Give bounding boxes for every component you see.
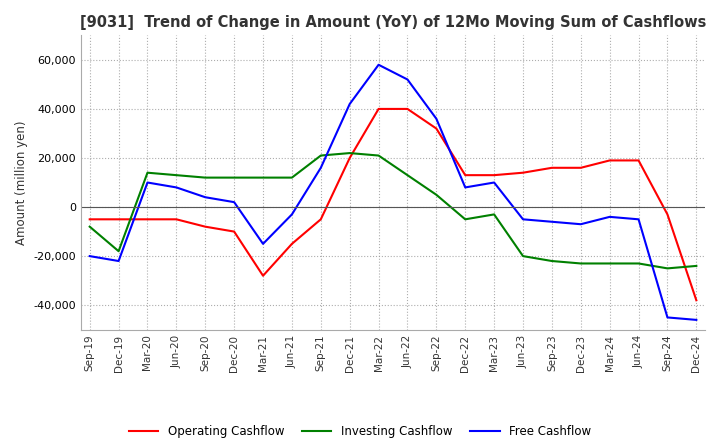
- Operating Cashflow: [374, 106, 383, 112]
- Free Cashflow: [258, 241, 267, 246]
- Investing Cashflow: [86, 224, 94, 229]
- Free Cashflow: [346, 101, 354, 106]
- Operating Cashflow: [114, 216, 123, 222]
- Free Cashflow: [634, 216, 643, 222]
- Y-axis label: Amount (million yen): Amount (million yen): [15, 120, 28, 245]
- Free Cashflow: [663, 315, 672, 320]
- Free Cashflow: [317, 165, 325, 170]
- Investing Cashflow: [230, 175, 238, 180]
- Investing Cashflow: [692, 263, 701, 268]
- Operating Cashflow: [606, 158, 614, 163]
- Free Cashflow: [518, 216, 527, 222]
- Operating Cashflow: [432, 126, 441, 131]
- Free Cashflow: [403, 77, 412, 82]
- Investing Cashflow: [287, 175, 296, 180]
- Operating Cashflow: [548, 165, 557, 170]
- Operating Cashflow: [317, 216, 325, 222]
- Operating Cashflow: [403, 106, 412, 112]
- Investing Cashflow: [634, 261, 643, 266]
- Investing Cashflow: [518, 253, 527, 259]
- Free Cashflow: [114, 258, 123, 264]
- Operating Cashflow: [346, 155, 354, 161]
- Free Cashflow: [577, 222, 585, 227]
- Line: Operating Cashflow: Operating Cashflow: [90, 109, 696, 300]
- Free Cashflow: [230, 199, 238, 205]
- Investing Cashflow: [172, 172, 181, 178]
- Free Cashflow: [287, 212, 296, 217]
- Investing Cashflow: [490, 212, 498, 217]
- Investing Cashflow: [201, 175, 210, 180]
- Free Cashflow: [606, 214, 614, 220]
- Investing Cashflow: [143, 170, 152, 176]
- Operating Cashflow: [258, 273, 267, 279]
- Investing Cashflow: [346, 150, 354, 156]
- Investing Cashflow: [548, 258, 557, 264]
- Operating Cashflow: [461, 172, 469, 178]
- Investing Cashflow: [461, 216, 469, 222]
- Investing Cashflow: [663, 266, 672, 271]
- Investing Cashflow: [432, 192, 441, 198]
- Operating Cashflow: [518, 170, 527, 176]
- Operating Cashflow: [577, 165, 585, 170]
- Line: Investing Cashflow: Investing Cashflow: [90, 153, 696, 268]
- Line: Free Cashflow: Free Cashflow: [90, 65, 696, 320]
- Investing Cashflow: [403, 172, 412, 178]
- Free Cashflow: [143, 180, 152, 185]
- Operating Cashflow: [287, 241, 296, 246]
- Investing Cashflow: [114, 249, 123, 254]
- Operating Cashflow: [634, 158, 643, 163]
- Operating Cashflow: [143, 216, 152, 222]
- Investing Cashflow: [317, 153, 325, 158]
- Free Cashflow: [172, 185, 181, 190]
- Free Cashflow: [490, 180, 498, 185]
- Investing Cashflow: [258, 175, 267, 180]
- Free Cashflow: [692, 317, 701, 323]
- Operating Cashflow: [692, 297, 701, 303]
- Free Cashflow: [461, 185, 469, 190]
- Operating Cashflow: [86, 216, 94, 222]
- Investing Cashflow: [374, 153, 383, 158]
- Free Cashflow: [432, 116, 441, 121]
- Operating Cashflow: [663, 212, 672, 217]
- Operating Cashflow: [230, 229, 238, 234]
- Free Cashflow: [201, 194, 210, 200]
- Legend: Operating Cashflow, Investing Cashflow, Free Cashflow: Operating Cashflow, Investing Cashflow, …: [124, 421, 596, 440]
- Operating Cashflow: [172, 216, 181, 222]
- Investing Cashflow: [606, 261, 614, 266]
- Free Cashflow: [86, 253, 94, 259]
- Operating Cashflow: [490, 172, 498, 178]
- Free Cashflow: [374, 62, 383, 67]
- Investing Cashflow: [577, 261, 585, 266]
- Title: [9031]  Trend of Change in Amount (YoY) of 12Mo Moving Sum of Cashflows: [9031] Trend of Change in Amount (YoY) o…: [80, 15, 706, 30]
- Free Cashflow: [548, 219, 557, 224]
- Operating Cashflow: [201, 224, 210, 229]
